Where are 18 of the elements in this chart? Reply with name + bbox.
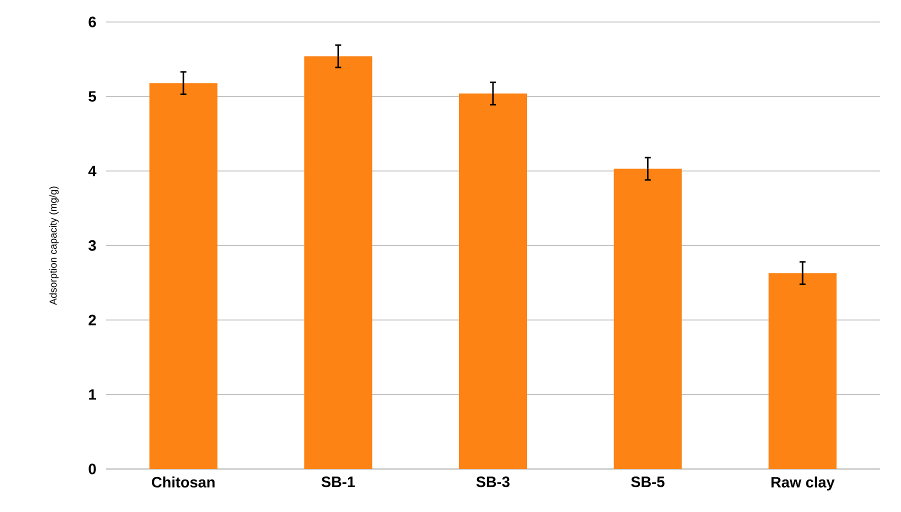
bar (459, 94, 528, 469)
y-tick-label: 4 (88, 166, 96, 176)
bar (149, 83, 218, 469)
x-tick-label: SB-1 (322, 476, 355, 488)
y-tick-label: 5 (88, 91, 96, 102)
y-axis-title: Adsorption capacity (mg/g) (49, 186, 59, 305)
x-tick-label: SB-3 (476, 476, 510, 488)
y-tick-label: 1 (89, 389, 96, 400)
y-tick-label: 0 (88, 464, 96, 474)
x-tick-label: Raw clay (772, 476, 835, 491)
y-tick-label: 2 (88, 314, 96, 326)
x-tick-label: SB-5 (631, 476, 664, 488)
bar (768, 273, 837, 469)
x-tick-label: Chitosan (152, 476, 215, 488)
bar (614, 168, 682, 469)
bar (304, 56, 372, 469)
y-tick-label: 3 (88, 240, 96, 251)
y-tick-label: 6 (88, 16, 96, 28)
